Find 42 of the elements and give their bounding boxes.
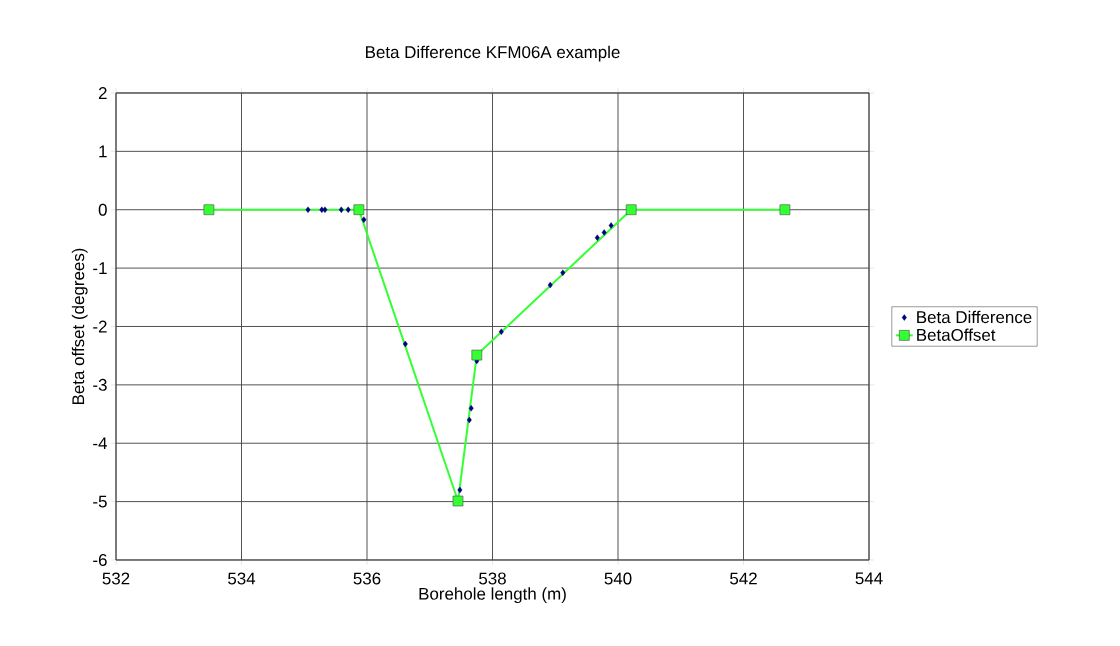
x-tick-label: 540 — [604, 572, 632, 585]
point — [203, 204, 215, 216]
x-tick-label: 534 — [228, 572, 256, 585]
y-tick-label: 1 — [99, 145, 107, 158]
x-tick-label: 536 — [353, 572, 381, 585]
y-tick-label: -2 — [93, 320, 107, 333]
x-tick-label: 538 — [479, 572, 506, 585]
x-axis-title: Borehole length (m) — [419, 587, 566, 604]
y-axis-title: Beta offset (degrees) — [71, 248, 88, 405]
point — [468, 405, 474, 412]
point — [608, 222, 614, 229]
point — [345, 206, 351, 213]
y-tick-label: -4 — [93, 437, 107, 450]
point — [338, 206, 344, 213]
point — [402, 340, 408, 348]
y-tick-label: -5 — [93, 495, 107, 508]
point — [305, 206, 311, 213]
point — [457, 486, 463, 494]
x-tick-label: 542 — [730, 572, 757, 585]
point — [560, 269, 566, 276]
legend-label: BetaOffset — [917, 328, 996, 341]
legend-label: Beta Difference — [917, 310, 1032, 324]
point — [625, 204, 637, 216]
y-tick-label: 0 — [98, 203, 107, 216]
point — [498, 328, 504, 335]
x-tick-label: 532 — [102, 572, 130, 585]
point — [361, 216, 367, 223]
point — [353, 204, 365, 216]
point — [322, 206, 328, 213]
y-tick-label: 2 — [98, 87, 107, 99]
point — [779, 204, 791, 216]
point — [471, 349, 483, 361]
y-tick-label: -1 — [93, 262, 107, 274]
y-tick-label: -3 — [93, 378, 107, 391]
point — [452, 495, 464, 507]
y-tick-label: -6 — [93, 553, 107, 566]
point — [466, 416, 472, 424]
point — [601, 229, 607, 236]
x-tick-label: 544 — [855, 572, 883, 585]
chart-title: Beta Difference KFM06A example — [366, 45, 620, 62]
point — [547, 281, 553, 289]
point — [594, 234, 600, 241]
